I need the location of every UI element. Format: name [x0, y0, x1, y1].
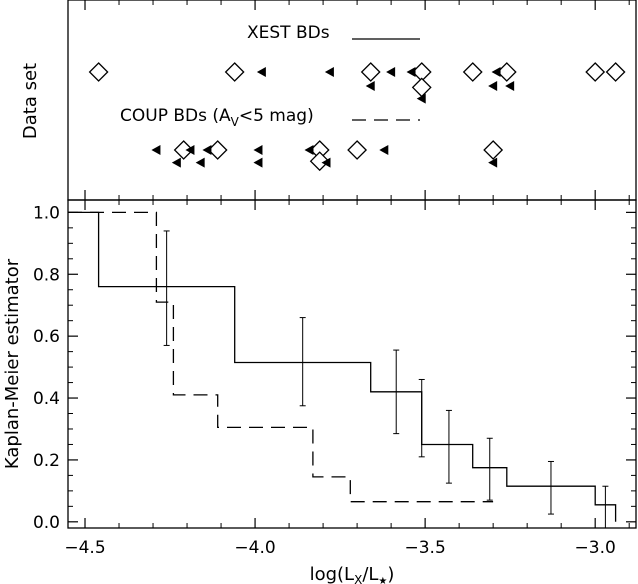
coup-km-curve — [68, 211, 494, 503]
detection-diamond — [483, 140, 504, 160]
y-tick-label: 0.8 — [33, 265, 60, 285]
upper-limit-triangle — [324, 67, 334, 77]
detection-diamond — [585, 62, 606, 82]
upper-limit-triangle — [406, 67, 416, 77]
legend-label-coup-rest: <5 mag) — [239, 106, 314, 126]
legend-label-coup-main: COUP BDs (A — [120, 106, 231, 126]
xlabel-end: ) — [387, 564, 394, 584]
upper-limit-triangle — [253, 145, 263, 155]
top-panel-frame — [67, 0, 637, 201]
y-tick-label: 0.2 — [33, 451, 60, 471]
bottom-panel-frame — [67, 199, 637, 529]
detection-diamond — [411, 77, 432, 98]
x-tick-label: −4.0 — [234, 538, 275, 558]
detection-diamond — [309, 151, 330, 172]
upper-limit-triangle — [365, 81, 375, 91]
detection-diamond — [207, 140, 228, 160]
upper-limit-triangle — [304, 145, 314, 155]
top-panel-ylabel: Data set — [20, 63, 41, 139]
xlabel-mid: /L — [362, 564, 378, 584]
detection-diamond — [605, 62, 626, 82]
x-tick-label: −3.0 — [575, 538, 616, 558]
xlabel-main: log(L — [310, 564, 355, 584]
legend-label-coup-sub: V — [231, 115, 240, 129]
legend-label-xest: XEST BDs — [247, 23, 330, 43]
upper-limit-triangle — [202, 145, 212, 155]
ticks-layer: −4.5 −4.0 −3.5 −3.0 0.0 0.2 0.4 0.6 0.8 1.0 — [33, 0, 636, 558]
upper-limit-triangle — [491, 67, 501, 77]
bottom-panel-ylabel: Kaplan-Meier estimator — [2, 258, 23, 469]
upper-limit-triangle — [379, 145, 389, 155]
km-curves — [68, 211, 617, 522]
upper-limit-triangle — [185, 145, 195, 155]
top-panel-markers — [88, 62, 626, 172]
upper-limit-triangle — [171, 157, 181, 168]
upper-limit-triangle — [256, 67, 266, 77]
y-tick-label: 0.6 — [33, 327, 60, 347]
legend-label-coup: COUP BDs (AV<5 mag) — [120, 106, 314, 129]
km-error-bars — [163, 230, 609, 529]
y-tick-label: 0.4 — [33, 389, 60, 409]
upper-limit-triangle — [151, 145, 161, 155]
upper-limit-triangle — [253, 157, 263, 168]
bottom-panel-xlabel: log(LX/L★) — [310, 564, 395, 584]
upper-limit-triangle — [505, 81, 515, 91]
y-tick-label: 1.0 — [33, 203, 60, 223]
upper-limit-triangle — [416, 93, 426, 104]
detection-diamond — [496, 62, 517, 82]
xlabel-sub-x: X — [354, 573, 362, 584]
detection-diamond — [462, 62, 483, 82]
upper-limit-triangle — [488, 81, 498, 91]
x-tick-label: −3.5 — [404, 538, 445, 558]
upper-limit-triangle — [321, 157, 331, 168]
legend: XEST BDs COUP BDs (AV<5 mag) — [120, 23, 420, 129]
upper-limit-triangle — [195, 157, 205, 168]
x-tick-label: −4.5 — [64, 538, 105, 558]
detection-diamond — [360, 62, 381, 82]
upper-limit-triangle — [386, 67, 396, 77]
y-tick-label: 0.0 — [33, 513, 60, 533]
detection-diamond — [88, 62, 109, 82]
upper-limit-triangle — [488, 157, 498, 168]
detection-diamond — [173, 140, 194, 160]
xlabel-sub-star: ★ — [378, 576, 387, 584]
detection-diamond — [224, 62, 245, 82]
xest-km-curve — [68, 211, 617, 522]
detection-diamond — [347, 140, 368, 160]
